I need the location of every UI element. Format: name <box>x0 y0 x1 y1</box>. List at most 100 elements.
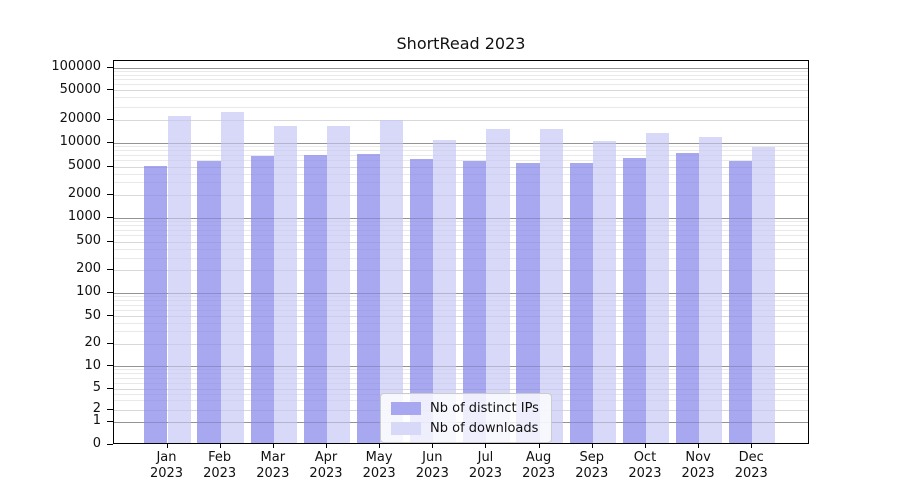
y-tick-mark-500 <box>107 240 113 242</box>
y-tick-label-1: 1 <box>92 413 101 428</box>
bar-downloads-mar <box>273 125 297 443</box>
x-tick-mark-nov <box>698 444 700 448</box>
gridline-40000 <box>114 97 808 98</box>
y-tick-mark-100 <box>107 291 113 293</box>
gridline-80000 <box>114 75 808 76</box>
x-tick-label-jan: Jan 2023 <box>149 450 184 481</box>
bar-downloads-jan <box>167 115 191 443</box>
x-tick-label-jun: Jun 2023 <box>415 450 449 481</box>
y-tick-label-50: 50 <box>84 307 101 323</box>
x-tick-mark-jul <box>485 444 487 448</box>
bar-distinct-ips-jan <box>144 165 168 443</box>
gridline-100000 <box>114 67 808 69</box>
y-tick-mark-1000 <box>107 216 113 218</box>
legend-swatch-downloads <box>391 421 421 435</box>
y-tick-label-5000: 5000 <box>67 158 101 174</box>
bar-distinct-ips-feb <box>197 160 221 443</box>
bar-downloads-dec <box>752 147 776 443</box>
bar-distinct-ips-oct <box>622 157 646 443</box>
legend-label-distinct-ips: Nb of distinct IPs <box>430 400 539 416</box>
bar-distinct-ips-may <box>356 154 381 443</box>
gridline-100000 <box>114 67 808 69</box>
gridline-40000 <box>114 97 808 99</box>
bar-downloads-jun <box>433 140 457 443</box>
bar-downloads-jul <box>486 129 510 443</box>
legend-swatch-distinct-ips <box>391 401 421 415</box>
y-tick-mark-10 <box>107 365 113 366</box>
y-tick-label-100000: 100000 <box>51 59 101 74</box>
bar-downloads-may <box>380 120 404 443</box>
y-tick-mark-100000 <box>107 66 113 68</box>
x-tick-mark-feb <box>219 444 221 448</box>
legend: Nb of distinct IPs Nb of downloads <box>380 393 552 443</box>
gridline-60000 <box>114 84 808 85</box>
bar-distinct-ips-nov <box>675 152 700 443</box>
legend-entry-downloads: Nb of downloads <box>391 420 539 436</box>
y-tick-label-1000: 1000 <box>67 209 101 224</box>
x-tick-label-sep: Sep 2023 <box>575 450 609 481</box>
y-tick-label-2: 2 <box>92 401 101 416</box>
x-tick-mark-jun <box>432 444 434 448</box>
bar-downloads-feb <box>220 112 244 443</box>
x-tick-label-feb: Feb 2023 <box>203 450 237 481</box>
legend-label-downloads: Nb of downloads <box>430 420 539 436</box>
y-tick-mark-2000 <box>107 193 113 195</box>
x-tick-label-apr: Apr 2023 <box>309 450 343 481</box>
x-tick-label-jul: Jul 2023 <box>468 450 502 481</box>
gridline-20000 <box>114 119 808 121</box>
y-tick-label-10: 10 <box>84 357 101 373</box>
y-tick-mark-10000 <box>107 141 113 143</box>
bar-downloads-aug <box>539 128 563 443</box>
y-tick-label-20: 20 <box>84 335 101 350</box>
y-tick-label-20000: 20000 <box>59 111 101 127</box>
plot-area: Nb of distinct IPs Nb of downloads <box>113 60 809 444</box>
bar-distinct-ips-mar <box>250 156 274 443</box>
y-tick-label-50000: 50000 <box>59 81 101 97</box>
x-tick-mark-jan <box>166 444 168 448</box>
bar-distinct-ips-dec <box>729 160 753 443</box>
x-tick-mark-mar <box>272 444 274 448</box>
y-tick-label-0: 0 <box>92 436 101 451</box>
y-tick-label-100: 100 <box>76 284 101 299</box>
y-tick-mark-5000 <box>107 165 113 167</box>
gridline-20000 <box>114 119 808 121</box>
x-tick-mark-dec <box>751 444 753 448</box>
gridline-90000 <box>114 70 808 72</box>
bar-downloads-sep <box>592 141 616 443</box>
y-tick-mark-20000 <box>107 118 113 120</box>
y-tick-mark-2 <box>107 408 113 410</box>
x-tick-label-oct: Oct 2023 <box>628 450 662 481</box>
gridline-50000 <box>114 90 808 92</box>
gridline-60000 <box>114 84 808 86</box>
chart-title: ShortRead 2023 <box>396 34 526 53</box>
y-tick-mark-0 <box>107 443 113 445</box>
x-tick-mark-aug <box>538 444 540 448</box>
bar-downloads-nov <box>699 137 723 443</box>
gridline-70000 <box>114 79 808 80</box>
y-tick-label-200: 200 <box>76 261 101 277</box>
y-tick-label-500: 500 <box>76 233 101 249</box>
bar-distinct-ips-apr <box>303 154 327 443</box>
y-tick-mark-50000 <box>107 89 113 91</box>
y-tick-label-10000: 10000 <box>59 134 101 149</box>
y-tick-label-2000: 2000 <box>67 186 101 202</box>
bar-distinct-ips-jul <box>463 160 487 443</box>
gridline-30000 <box>114 106 808 108</box>
x-tick-label-may: May 2023 <box>362 450 396 481</box>
x-tick-mark-apr <box>325 444 327 448</box>
gridline-50000 <box>114 90 808 92</box>
y-tick-label-5: 5 <box>92 380 101 395</box>
bar-distinct-ips-sep <box>569 162 593 443</box>
bar-distinct-ips-jun <box>410 158 434 443</box>
bar-downloads-apr <box>326 125 351 443</box>
x-tick-label-nov: Nov 2023 <box>681 450 715 481</box>
x-tick-mark-may <box>379 444 381 448</box>
x-tick-label-dec: Dec 2023 <box>734 450 768 481</box>
gridline-30000 <box>114 107 808 108</box>
y-tick-mark-1 <box>107 420 113 422</box>
gridline-90000 <box>114 71 808 72</box>
y-tick-mark-200 <box>107 268 113 270</box>
x-tick-mark-sep <box>591 444 593 448</box>
gridline-80000 <box>114 74 808 76</box>
